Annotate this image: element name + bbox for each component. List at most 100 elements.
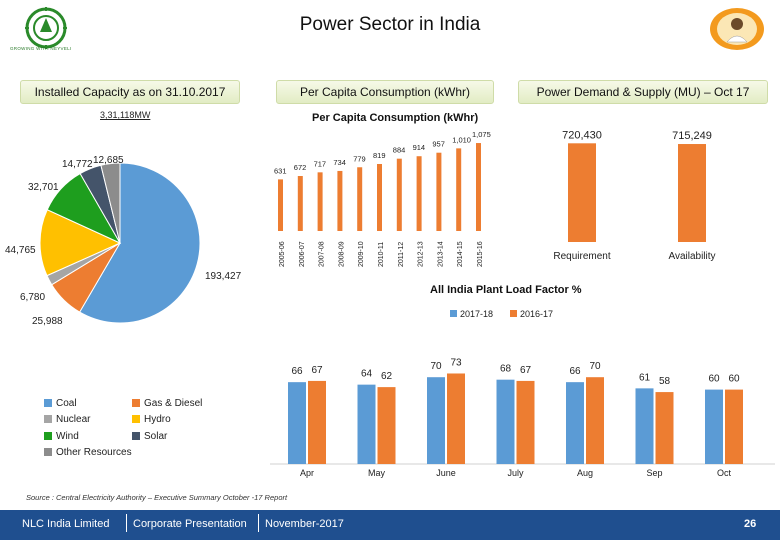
plf-bar <box>357 384 376 464</box>
emblem-icon <box>710 8 764 50</box>
per-capita-value-label: 1,075 <box>472 130 491 139</box>
plf-bar <box>586 377 604 464</box>
footer-separator <box>126 514 127 532</box>
per-capita-value-label: 717 <box>314 159 327 168</box>
legend-solar: Solar <box>132 431 167 442</box>
header-installed-capacity: Installed Capacity as on 31.10.2017 <box>20 80 240 104</box>
per-capita-category-label: 2007-08 <box>319 241 326 267</box>
per-capita-category-label: 2005-06 <box>279 241 286 267</box>
per-capita-value-label: 914 <box>413 143 426 152</box>
per-capita-value-label: 734 <box>333 158 346 167</box>
per-capita-value-label: 819 <box>373 151 386 160</box>
per-capita-category-label: 2011-12 <box>398 242 405 267</box>
per-capita-value-label: 1,010 <box>452 135 471 144</box>
demand-supply-bar <box>568 143 596 242</box>
footer-company: NLC India Limited <box>22 518 110 530</box>
plf-value-label: 67 <box>520 365 532 376</box>
plf-bar <box>496 379 515 464</box>
demand-supply-category-label: Requirement <box>553 251 610 262</box>
per-capita-category-label: 2010-11 <box>378 242 385 267</box>
plf-category-label: May <box>368 468 386 478</box>
pie-label-other: 12,685 <box>93 155 124 166</box>
demand-supply-value-label: 720,430 <box>562 130 602 141</box>
plf-bar <box>308 380 326 464</box>
plf-value-label: 67 <box>311 365 323 376</box>
legend-coal: Coal <box>44 398 77 409</box>
footer-presentation: Corporate Presentation <box>133 518 247 530</box>
per-capita-bar <box>396 158 402 231</box>
plf-category-label: Aug <box>577 468 593 478</box>
pie-label-solar: 14,772 <box>62 159 93 170</box>
pie-label-wind: 32,701 <box>28 182 59 193</box>
plf-value-label: 60 <box>728 374 740 385</box>
per-capita-category-label: 2006-07 <box>299 241 306 267</box>
footer-bar <box>0 510 780 540</box>
pie-label-nuclear: 6,780 <box>20 292 45 303</box>
plf-bar <box>655 392 674 464</box>
per-capita-value-label: 779 <box>353 154 366 163</box>
pie-slice-coal <box>78 162 201 324</box>
plf-bar <box>516 380 535 464</box>
legend-gas: Gas & Diesel <box>132 398 202 409</box>
per-capita-value-label: 957 <box>432 140 445 149</box>
plf-legend-swatch-2017 <box>450 310 457 317</box>
installed-capacity-pie-chart: 193,427 25,988 6,780 44,765 32,701 14,77… <box>5 155 242 327</box>
plf-bar <box>635 388 654 464</box>
plf-value-label: 68 <box>500 364 512 375</box>
per-capita-value-label: 631 <box>274 166 287 175</box>
plf-value-label: 58 <box>659 376 671 387</box>
per-capita-category-label: 2015-16 <box>477 241 484 267</box>
demand-supply-bar <box>678 144 706 242</box>
pie-label-hydro: 44,765 <box>5 245 36 256</box>
demand-supply-category-label: Availability <box>668 251 715 262</box>
per-capita-category-label: 2013-14 <box>437 241 444 267</box>
plf-category-label: June <box>436 468 456 478</box>
legend-other: Other Resources <box>44 447 132 458</box>
legend-wind: Wind <box>44 431 79 442</box>
plant-load-factor-chart: All India Plant Load Factor % 2017-18 20… <box>270 284 775 478</box>
per-capita-bar <box>297 176 303 231</box>
demand-supply-bar-chart: 720,430 Requirement 715,249 Availability <box>553 130 715 262</box>
per-capita-bar <box>377 163 382 231</box>
demand-supply-value-label: 715,249 <box>672 130 712 142</box>
per-capita-bar <box>357 167 363 231</box>
plf-category-label: Oct <box>717 468 732 478</box>
plf-value-label: 70 <box>589 361 601 372</box>
per-capita-category-label: 2009-10 <box>358 241 365 267</box>
per-capita-value-label: 884 <box>393 146 406 155</box>
plf-bar <box>288 382 306 464</box>
plf-bar <box>705 389 723 464</box>
plf-legend-2016: 2016-17 <box>520 309 553 319</box>
footer-separator <box>258 514 259 532</box>
plf-bar <box>566 382 584 464</box>
legend-nuclear: Nuclear <box>44 414 90 425</box>
plf-legend-swatch-2016 <box>510 310 517 317</box>
source-note: Source : Central Electricity Authority –… <box>26 493 288 502</box>
pie-slice-hydro <box>39 209 122 277</box>
pie-slice-other <box>100 162 121 244</box>
plf-bar <box>725 389 743 464</box>
legend-hydro: Hydro <box>132 414 171 425</box>
plf-value-label: 60 <box>708 374 720 385</box>
plf-value-label: 66 <box>569 366 581 377</box>
plf-bar <box>447 373 465 464</box>
slide-title: Power Sector in India <box>299 14 481 35</box>
header-demand-supply: Power Demand & Supply (MU) – Oct 17 <box>518 80 768 104</box>
plf-value-label: 70 <box>430 361 442 372</box>
per-capita-bar <box>317 172 323 231</box>
plf-value-label: 66 <box>291 366 303 377</box>
pie-label-coal: 193,427 <box>205 271 242 282</box>
plf-bar <box>427 377 445 464</box>
per-capita-category-label: 2008-09 <box>338 241 345 267</box>
per-capita-category-label: 2012-13 <box>418 241 425 267</box>
plf-value-label: 64 <box>361 369 373 380</box>
page-number: 26 <box>744 518 757 530</box>
pie-label-gas: 25,988 <box>32 316 63 327</box>
logo-caption: GROWING WITH NEYVELI <box>10 46 72 51</box>
per-capita-bar <box>456 148 462 231</box>
per-capita-bar <box>436 152 442 231</box>
plf-chart-title: All India Plant Load Factor % <box>430 284 582 296</box>
plf-value-label: 61 <box>639 372 651 383</box>
plf-category-label: Apr <box>300 468 314 478</box>
per-capita-value-label: 672 <box>294 163 307 172</box>
